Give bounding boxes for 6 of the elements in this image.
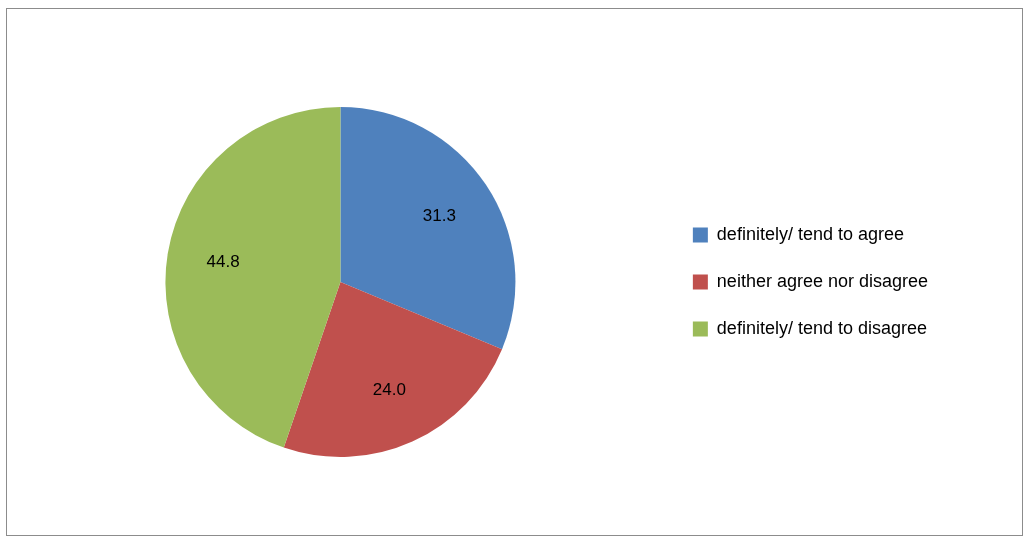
legend-label: definitely/ tend to agree [716, 223, 904, 244]
legend-label: neither agree nor disagree [716, 270, 928, 291]
data-label: 24.0 [372, 380, 406, 400]
data-label: 44.8 [206, 252, 240, 272]
legend-label: definitely/ tend to disagree [716, 317, 927, 338]
data-label: 31.3 [422, 205, 456, 225]
